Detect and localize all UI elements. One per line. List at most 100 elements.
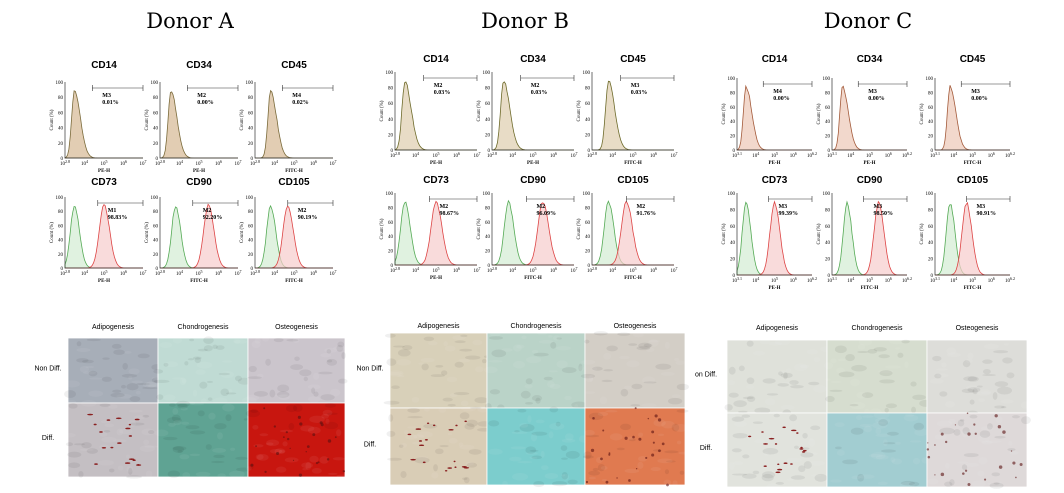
texture	[337, 341, 345, 348]
tick-base: 10	[885, 154, 891, 159]
texture	[588, 470, 601, 476]
axes	[159, 82, 238, 159]
texture	[529, 456, 538, 459]
x-tick-label: 105	[630, 151, 637, 159]
texture	[384, 333, 396, 338]
texture	[458, 358, 471, 363]
texture	[251, 340, 261, 349]
texture	[256, 373, 264, 379]
y-tick-label: 40	[248, 127, 254, 132]
texture	[469, 406, 482, 410]
texture	[781, 381, 796, 385]
x-tick-label: 105	[866, 151, 873, 159]
texture	[547, 380, 555, 388]
texture	[221, 360, 233, 363]
mineral-spot	[255, 445, 257, 448]
texture	[300, 425, 315, 432]
column-label: Adipogenesis	[417, 323, 460, 330]
gate-name: M3	[868, 89, 877, 95]
texture	[742, 473, 757, 479]
texture	[255, 454, 264, 460]
texture	[418, 362, 426, 365]
x-tick-label: 107	[330, 159, 337, 167]
texture	[541, 465, 549, 471]
texture	[259, 433, 269, 437]
texture	[555, 346, 571, 351]
texture	[468, 449, 482, 455]
x-tick-label: 102.8	[155, 159, 165, 167]
tick-exp: 5	[201, 269, 203, 274]
texture	[671, 423, 680, 432]
y-tick-label: 80	[825, 91, 831, 96]
gate-name: M3	[102, 93, 111, 99]
micrograph	[726, 412, 828, 488]
texture	[166, 416, 182, 424]
axes	[64, 82, 143, 159]
texture	[617, 332, 631, 336]
texture	[939, 391, 948, 397]
texture	[875, 454, 889, 460]
mineral-spot	[926, 448, 930, 451]
texture	[275, 466, 287, 473]
texture	[327, 472, 338, 475]
texture	[857, 473, 865, 482]
texture	[341, 352, 346, 360]
tick-base: 10	[487, 154, 493, 159]
texture	[143, 439, 150, 446]
x-tick-label: 103.1	[827, 276, 837, 284]
texture	[631, 383, 643, 390]
mineral-spot	[1015, 476, 1017, 479]
mineral-spot	[934, 474, 936, 476]
texture	[79, 448, 94, 452]
lipid-drop	[128, 423, 132, 426]
texture	[531, 349, 539, 354]
mineral-spot	[317, 461, 320, 464]
micrograph	[389, 407, 488, 486]
tick-base: 10	[81, 162, 87, 167]
texture	[877, 481, 888, 486]
texture	[911, 406, 917, 414]
texture	[980, 391, 991, 395]
tick-base: 10	[609, 154, 615, 159]
texture	[195, 471, 211, 477]
texture	[207, 397, 213, 401]
texture	[336, 344, 344, 352]
texture	[806, 452, 818, 456]
tick-exp: 2.8	[592, 266, 597, 271]
tick-exp: 3.1	[737, 276, 742, 281]
texture	[427, 341, 438, 346]
micrograph	[67, 402, 159, 478]
texture	[290, 364, 304, 370]
texture	[459, 348, 473, 352]
texture	[910, 381, 917, 387]
texture	[465, 355, 481, 360]
texture	[593, 331, 608, 336]
tick-exp: 4	[181, 159, 183, 164]
y-tick-label: 100	[151, 196, 159, 201]
y-tick-label: 60	[58, 224, 64, 229]
texture	[502, 480, 508, 487]
y-tick-label: 20	[248, 142, 254, 147]
y-axis-label: Count (%)	[722, 103, 727, 124]
lipid-drop	[796, 432, 799, 434]
texture	[292, 404, 303, 412]
texture	[326, 358, 338, 366]
tick-base: 10	[271, 272, 277, 277]
tick-exp: 4	[514, 151, 516, 156]
texture	[965, 385, 980, 391]
row-label: Diff.	[42, 435, 54, 442]
texture	[217, 432, 223, 440]
tick-base: 10	[771, 154, 777, 159]
mineral-spot	[264, 470, 267, 474]
mineral-spot	[320, 423, 324, 427]
texture	[447, 403, 456, 407]
lipid-drop	[94, 463, 98, 465]
y-axis-label: Count (%)	[817, 103, 822, 124]
texture	[543, 376, 553, 381]
texture	[578, 365, 584, 372]
mineral-spot	[652, 441, 655, 444]
tick-exp: 4	[276, 269, 278, 274]
texture	[963, 453, 979, 458]
x-tick-label: 106	[650, 266, 657, 274]
texture	[332, 457, 345, 461]
